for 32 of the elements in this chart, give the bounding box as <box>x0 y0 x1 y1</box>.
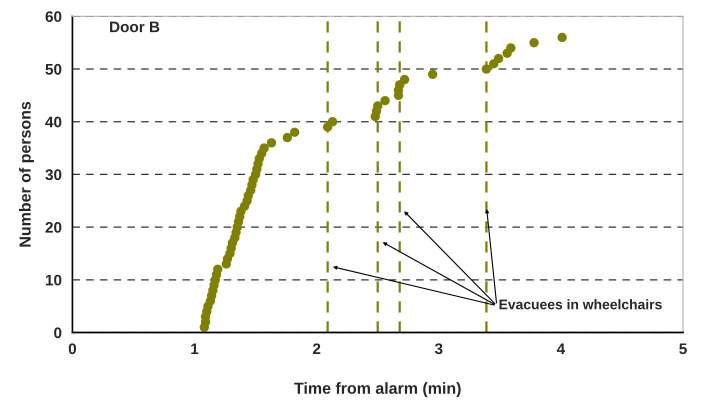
point <box>328 117 338 126</box>
x-tick-label: 4 <box>556 344 566 354</box>
y-tick-label: 0 <box>54 327 62 338</box>
point <box>506 43 516 53</box>
point <box>529 38 539 48</box>
y-tick-label: 60 <box>46 11 62 22</box>
y-tick-label: 10 <box>46 274 62 286</box>
x-tick-label: 1 <box>191 344 198 354</box>
chart-title: Door B <box>110 22 160 32</box>
x-tick-label: 5 <box>679 344 687 354</box>
point <box>213 264 222 274</box>
x-axis-title: Time from alarm (min) <box>294 382 461 398</box>
point <box>259 143 269 153</box>
point <box>400 74 410 84</box>
y-axis-title: Number of persons <box>19 102 34 247</box>
x-tick-label: 2 <box>312 343 320 354</box>
point <box>557 32 567 42</box>
point <box>266 138 276 148</box>
x-tick-label: 3 <box>434 343 442 354</box>
point <box>373 101 382 111</box>
x-tick-label: 0 <box>68 343 76 354</box>
point <box>494 54 504 64</box>
point <box>282 132 292 142</box>
point <box>290 128 300 137</box>
y-tick-label: 20 <box>46 222 62 233</box>
y-tick-label: 50 <box>45 64 62 75</box>
y-tick-label: 40 <box>45 116 62 128</box>
annotation: Evacuees in wheelchairs <box>500 299 662 310</box>
point <box>482 64 492 74</box>
y-tick-label: 30 <box>45 169 62 180</box>
point <box>380 96 390 106</box>
point <box>428 70 438 79</box>
